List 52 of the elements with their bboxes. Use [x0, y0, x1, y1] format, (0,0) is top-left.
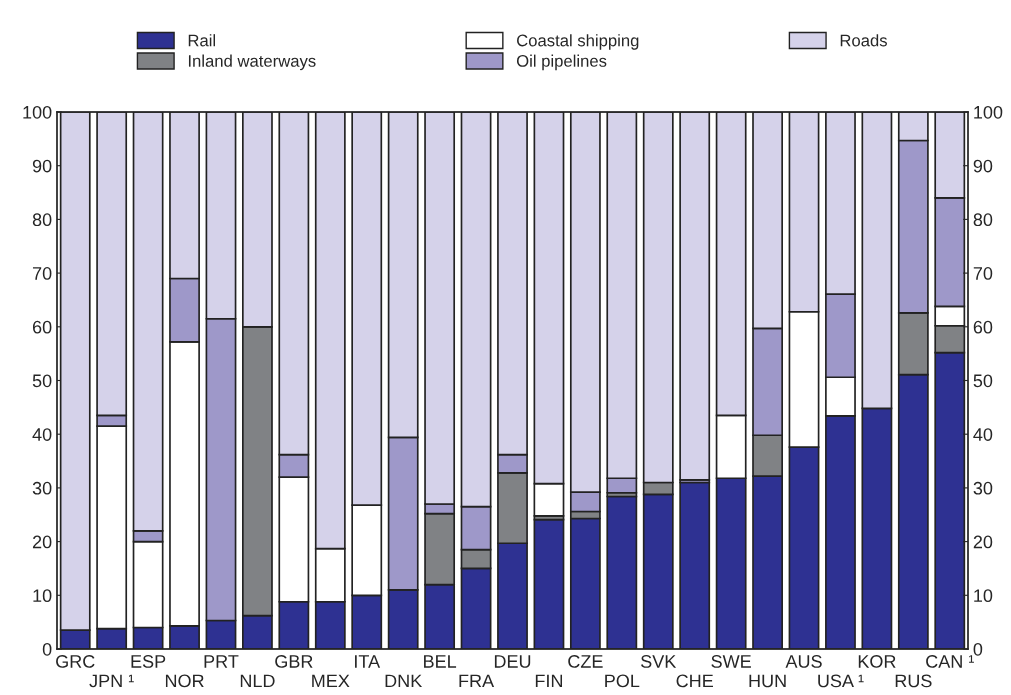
x-tick-label: SWE — [711, 655, 751, 668]
y-tick-label: 10 — [33, 589, 52, 603]
y2-tick-label: 30 — [973, 481, 993, 495]
y2-tick-label: 40 — [973, 428, 993, 441]
y2-tick-label: 50 — [973, 374, 993, 388]
x-tick-label: FRA — [459, 674, 495, 688]
x-tick-label: FIN — [535, 674, 563, 688]
x-tick-label: KOR — [858, 655, 896, 668]
y-tick-label: 100 — [23, 105, 52, 119]
y2-tick-label: 80 — [973, 213, 993, 227]
x-tick-label: ITA — [355, 655, 381, 668]
x-tick-label: DNK — [385, 674, 423, 688]
x-tick-label: DEU — [494, 655, 531, 668]
y-tick-label: 40 — [32, 428, 52, 441]
legend-label: Oil pipelines — [516, 54, 607, 71]
x-tick-label: CZE — [568, 655, 603, 668]
y-tick-label: 70 — [32, 267, 52, 280]
y-tick-label: 30 — [32, 481, 52, 495]
legend-label: Rail — [188, 34, 216, 47]
legend-label: Inland waterways — [188, 54, 316, 71]
y2-tick-label: 10 — [974, 589, 993, 603]
x-tick-label: USA ¹ — [818, 674, 864, 688]
y2-tick-label: 100 — [974, 105, 1003, 119]
x-tick-label: NLD — [240, 674, 275, 688]
y2-tick-label: 20 — [973, 535, 993, 549]
x-tick-label: JPN ¹ — [89, 674, 134, 688]
x-tick-label: GBR — [275, 655, 313, 668]
x-tick-label: PRT — [204, 655, 239, 668]
x-tick-label: CAN ¹ — [926, 655, 974, 668]
legend-label: Roads — [840, 34, 887, 47]
y2-tick-label: 60 — [973, 320, 993, 334]
x-tick-label: BEL — [424, 655, 457, 668]
y-tick-label: 90 — [32, 159, 52, 173]
x-tick-label: SVK — [641, 655, 677, 668]
y2-tick-label: 0 — [973, 642, 983, 656]
y-tick-label: 20 — [32, 535, 52, 549]
y-tick-label: 0 — [42, 642, 52, 656]
x-tick-label: NOR — [165, 674, 204, 688]
x-tick-label: RUS — [895, 674, 932, 688]
legend-label: Coastal shipping — [517, 34, 639, 50]
y-tick-label: 60 — [32, 320, 52, 334]
x-tick-label: HUN — [749, 674, 786, 688]
y2-tick-label: 70 — [973, 267, 993, 280]
y-tick-label: 80 — [32, 213, 52, 227]
y-tick-label: 50 — [32, 374, 52, 388]
x-tick-label: GRC — [56, 655, 95, 668]
y2-tick-label: 90 — [973, 159, 993, 173]
x-tick-label: ESP — [131, 655, 166, 668]
x-tick-label: MEX — [312, 674, 350, 688]
x-tick-label: POL — [605, 674, 640, 688]
x-tick-label: AUS — [785, 655, 822, 668]
x-tick-label: CHE — [676, 674, 713, 688]
